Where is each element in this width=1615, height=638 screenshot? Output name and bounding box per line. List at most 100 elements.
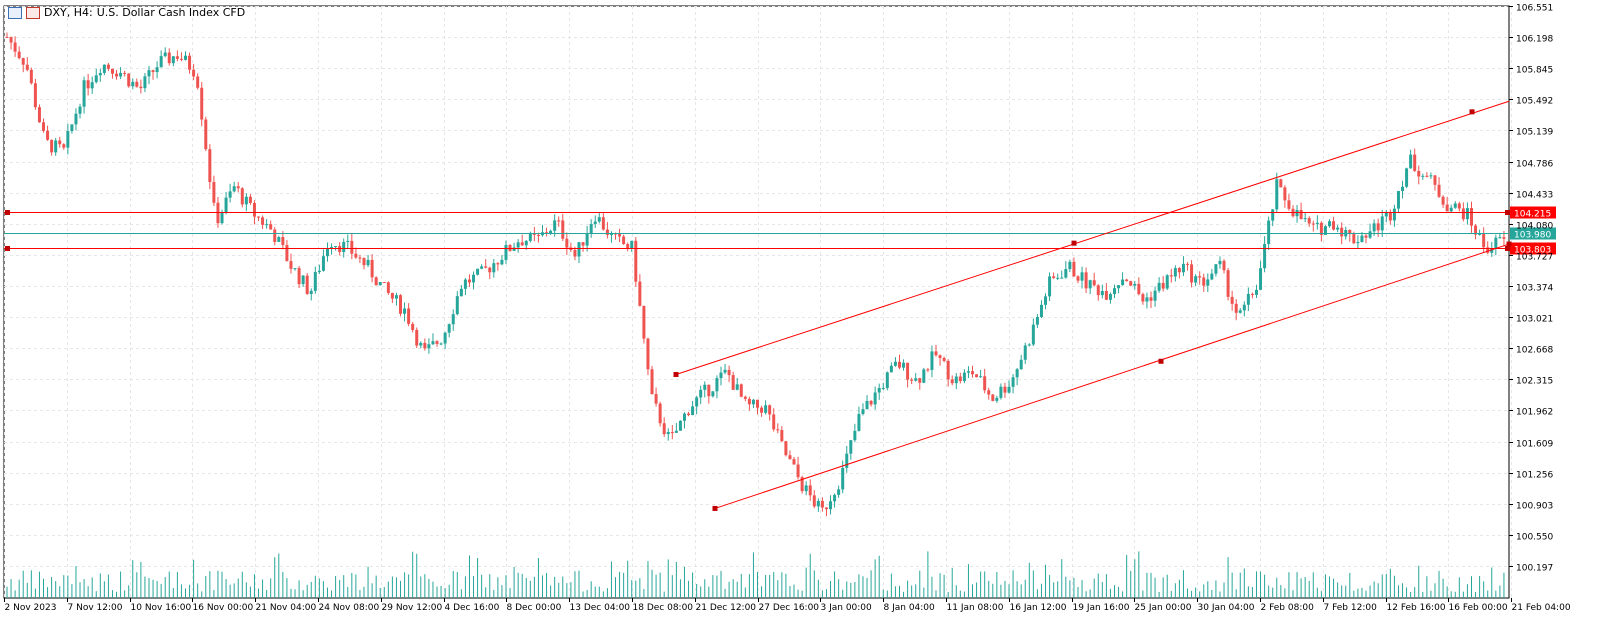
candle-bear: [1307, 218, 1311, 224]
candle-bull: [1108, 294, 1112, 300]
candle-bear: [110, 68, 114, 74]
candle-bear: [248, 196, 252, 203]
trendline-anchor: [1506, 241, 1512, 247]
candle-bear: [950, 379, 954, 384]
candle-bull: [691, 406, 695, 416]
candle-bear: [784, 441, 788, 456]
candle-bull: [459, 288, 463, 297]
candle-bear: [488, 267, 492, 273]
candle-bear: [29, 69, 33, 84]
candle-bear: [33, 83, 37, 108]
candle-bull: [143, 76, 147, 89]
candle-bear: [565, 238, 569, 248]
overlays: 104.215 103.803 103.980: [4, 100, 1556, 511]
candle-bull: [155, 67, 159, 73]
candle-bear: [362, 258, 366, 266]
candle-bull: [630, 240, 634, 249]
candle-bear: [731, 375, 735, 390]
candle-bull: [853, 430, 857, 441]
candle-bull: [317, 270, 321, 272]
candle-bear: [934, 351, 938, 356]
candles-icon[interactable]: [26, 6, 40, 19]
candle-bull: [764, 405, 768, 413]
bars-icon[interactable]: [8, 6, 22, 19]
candle-bear: [739, 384, 743, 397]
candle-bear: [808, 485, 812, 496]
candle-bull: [889, 365, 893, 373]
y-tick-label: 106.551: [1516, 4, 1553, 14]
candle-bull: [682, 413, 686, 421]
candle-bear: [415, 329, 419, 346]
candle-bull: [455, 296, 459, 315]
candle-bear: [622, 236, 626, 245]
y-tick-label: 101.256: [1516, 471, 1553, 481]
candle-bear: [115, 73, 119, 77]
candle-bull: [1112, 288, 1116, 295]
candle-bull: [1145, 297, 1149, 302]
y-tick-label: 103.021: [1516, 315, 1553, 325]
candle-bear: [1311, 223, 1315, 225]
candle-bear: [642, 305, 646, 339]
candle-bull: [463, 279, 467, 289]
candle-bear: [1413, 154, 1417, 171]
channel-upper: [675, 100, 1510, 375]
candle-bull: [1254, 289, 1258, 295]
candle-bear: [561, 220, 565, 239]
candle-bear: [252, 202, 256, 217]
candle-bull: [1153, 290, 1157, 301]
candle-bear: [25, 64, 29, 70]
candle-bull: [1100, 290, 1104, 296]
candle-bear: [1425, 175, 1429, 177]
candle-bear: [1364, 235, 1368, 238]
candle-bear: [240, 188, 244, 205]
candle-bear: [792, 459, 796, 465]
candle-bear: [926, 369, 930, 371]
candle-bull: [1328, 221, 1332, 227]
candle-bear: [743, 396, 747, 399]
candle-bear: [358, 257, 362, 259]
candle-bull: [325, 248, 329, 257]
candle-bull: [1392, 208, 1396, 221]
candle-bull: [1238, 310, 1242, 313]
candle-bear: [983, 376, 987, 391]
candle-bear: [812, 495, 816, 507]
candle-bear: [1198, 276, 1202, 278]
candle-bear: [297, 268, 301, 285]
candle-bull: [877, 387, 881, 393]
candle-bear: [175, 56, 179, 59]
current-price-label: 103.980: [1514, 231, 1551, 241]
candle-bear: [1129, 281, 1133, 286]
candle-bull: [699, 389, 703, 398]
candle-bear: [707, 384, 711, 397]
candle-bull: [1031, 324, 1035, 345]
candle-bull: [334, 246, 338, 248]
candle-bear: [1186, 263, 1190, 265]
candle-bear: [179, 58, 183, 60]
candle-bear: [1417, 170, 1421, 177]
candle-bull: [265, 224, 269, 226]
candle-bear: [1177, 268, 1181, 273]
candle-bear: [1352, 234, 1356, 244]
candle-bear: [634, 240, 638, 282]
candle-bear: [435, 341, 439, 344]
candle-bull: [480, 266, 484, 269]
candle-bear: [9, 37, 13, 43]
y-tick-label: 103.727: [1516, 253, 1553, 263]
candle-bull: [1023, 345, 1027, 360]
y-axis: 106.551 106.198 105.845 105.492 105.139 104.7…: [1509, 4, 1553, 574]
x-tick-label: 7 Nov 12:00: [68, 603, 123, 613]
candle-bear: [1230, 296, 1234, 304]
candle-bull: [102, 64, 106, 73]
y-tick-label: 105.492: [1516, 97, 1553, 107]
candle-bear: [127, 73, 131, 87]
candle-bull: [857, 414, 861, 431]
candle-bull: [553, 220, 557, 231]
price-label: 103.803: [1514, 246, 1551, 256]
candle-bull: [472, 274, 476, 283]
candle-bear: [374, 277, 378, 286]
candle-bear: [281, 237, 285, 245]
candle-bear: [46, 130, 50, 140]
candle-bear: [581, 242, 585, 246]
candle-bull: [954, 376, 958, 384]
